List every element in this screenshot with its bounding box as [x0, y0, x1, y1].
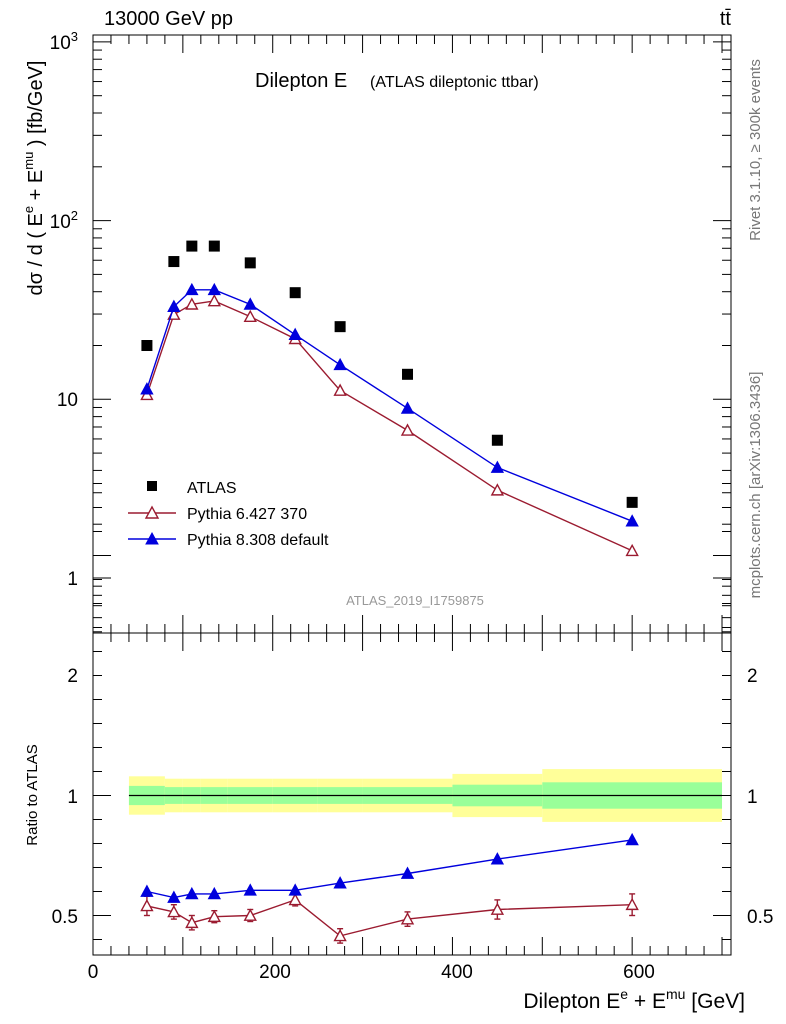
atlas-data-point: [168, 256, 180, 268]
pythia6-ratio-point: [333, 928, 347, 942]
collision-label: 13000 GeV pp: [104, 8, 233, 30]
mcplots-label: mcplots.cern.ch [arXiv:1306.3436]: [747, 372, 764, 599]
main-y-axis-title: dσ / d ( Ee + Emu ) [fb/GeV]: [21, 61, 47, 296]
pythia6-data-point: [207, 294, 221, 307]
pythia8-ratio-point: [185, 886, 199, 900]
pythia6-data-point: [625, 543, 639, 557]
legend-marker-pythia8: [145, 531, 159, 545]
pythia8-ratio-point: [207, 886, 221, 900]
pythia8-ratio-point: [243, 883, 257, 896]
ratio-plot-panel: 0.5 1 2 0.5 1 2 Ratio to ATLAS 0 200 400…: [24, 483, 773, 1013]
main-plot-panel: Dilepton E (ATLAS dileptonic ttbar) ATLA…: [21, 29, 732, 634]
y-tick-label-10: 10: [57, 390, 78, 411]
y-tick-label-100: 102: [50, 208, 78, 233]
pythia6-ratio-point: [243, 908, 257, 921]
atlas-data-point: [289, 287, 301, 299]
pythia6-data-point: [333, 383, 347, 396]
ratio-y-tick-label-0.5-left: 0.5: [52, 907, 78, 928]
pythia6-data-point: [243, 309, 257, 323]
atlas-data-point: [186, 240, 198, 252]
plot-subtitle: (ATLAS dileptonic ttbar): [370, 74, 539, 91]
y-tick-label-1000: 103: [50, 29, 78, 54]
ratio-y-tick-label-2-left: 2: [67, 666, 78, 687]
rivet-version-label: Rivet 3.1.10, ≥ 300k events: [747, 59, 764, 241]
atlas-data-point: [244, 257, 256, 269]
ratio-y-tick-label-1-left: 1: [67, 787, 78, 808]
ratio-axis-ticks: [92, 483, 731, 955]
legend-label-atlas: ATLAS: [187, 480, 237, 497]
legend-label-pythia6: Pythia 6.427 370: [187, 506, 307, 523]
atlas-data-point: [141, 340, 153, 352]
ratio-y-tick-label-2-right: 2: [747, 666, 758, 687]
pythia6-data-point: [185, 297, 199, 310]
legend-marker-atlas: [147, 481, 157, 491]
pythia8-data-point: [625, 514, 639, 527]
pythia8-data-point: [400, 401, 415, 414]
atlas-data-point: [208, 240, 220, 252]
pythia8-ratio-point: [140, 884, 154, 897]
ratio-y-axis-title: Ratio to ATLAS: [24, 744, 41, 845]
pythia8-data-point: [185, 282, 199, 296]
pythia8-ratio-point: [167, 890, 181, 903]
ratio-y-tick-label-1-right: 1: [747, 787, 758, 808]
pythia6-ratio-point: [288, 892, 302, 906]
pythia6-ratio-line: [146, 899, 633, 937]
pythia8-ratio-point: [625, 832, 639, 846]
pythia6-ratio-point: [207, 909, 221, 923]
pythia8-ratio-point: [333, 876, 347, 889]
pythia6-ratio-point: [400, 912, 415, 925]
pythia6-line: [146, 300, 633, 552]
atlas-data-point: [626, 496, 638, 508]
pythia6-data-point: [400, 423, 415, 436]
x-tick-label-400: 400: [441, 962, 473, 983]
pythia8-ratio-point: [288, 883, 302, 896]
atlas-data-point: [334, 321, 346, 333]
legend: ATLAS Pythia 6.427 370 Pythia 8.308 defa…: [128, 480, 329, 549]
pythia8-data-point: [140, 382, 154, 395]
x-tick-label-0: 0: [88, 962, 99, 983]
process-label: tt̄: [720, 8, 732, 30]
pythia6-ratio-point: [625, 897, 639, 911]
legend-label-pythia8: Pythia 8.308 default: [187, 532, 329, 549]
watermark-label: ATLAS_2019_I1759875: [346, 593, 484, 608]
ratio-y-tick-label-0.5-right: 0.5: [747, 907, 773, 928]
pythia8-data-point: [243, 297, 257, 310]
x-tick-label-600: 600: [623, 962, 655, 983]
x-axis-title: Dilepton Ee + Emu [GeV]: [523, 986, 745, 1013]
main-series-group: [140, 240, 639, 557]
y-tick-label-1: 1: [67, 569, 78, 590]
pythia6-ratio-point: [167, 904, 181, 918]
ratio-uncertainty-bands: [128, 769, 723, 822]
pythia8-line: [146, 289, 633, 522]
pythia6-ratio-point: [490, 902, 505, 915]
plot-title: Dilepton E: [255, 70, 347, 92]
main-y-tick-labels: 1 10 102 103: [50, 29, 78, 590]
pythia6-ratio-point: [185, 915, 199, 929]
atlas-data-point: [491, 434, 503, 446]
atlas-data-point: [402, 368, 414, 380]
main-axis-ticks: [92, 35, 731, 633]
pythia8-ratio-point: [400, 866, 415, 879]
pythia8-ratio-line: [146, 839, 633, 899]
pythia6-ratio-point: [140, 898, 154, 912]
pythia8-ratio-point: [490, 852, 505, 865]
ratio-series-group: [140, 832, 639, 944]
pythia8-data-point: [490, 460, 505, 473]
pythia8-data-point: [207, 282, 221, 296]
legend-marker-pythia6: [144, 505, 160, 519]
pythia8-data-point: [288, 327, 302, 341]
ratio-plot-frame: [92, 632, 732, 956]
pythia8-data-point: [167, 299, 181, 313]
x-tick-label-200: 200: [259, 962, 291, 983]
pythia8-data-point: [333, 357, 347, 371]
pythia6-data-point: [490, 483, 505, 496]
